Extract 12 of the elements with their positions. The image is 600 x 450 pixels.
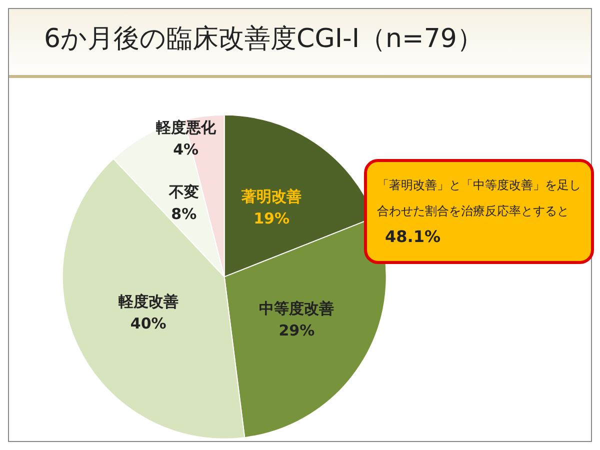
data-label: 8%: [171, 205, 197, 224]
slice-label: 中等度改善: [259, 300, 334, 318]
data-label: 40%: [130, 314, 166, 333]
callout-box: 「著明改善」と「中等度改善」を足し合わせた割合を治療反応率とすると 48.1%: [364, 159, 594, 264]
data-label: 29%: [278, 322, 315, 340]
slice-label: 軽度悪化: [154, 118, 217, 136]
slice-label: 軽度改善: [117, 292, 178, 311]
slice-label: 著明改善: [240, 187, 302, 206]
slice-label: 不変: [168, 183, 199, 202]
chart-title: 6か月後の臨床改善度CGI-I（n=79）: [44, 24, 483, 54]
data-label: 4%: [173, 140, 199, 158]
data-label: 19%: [254, 209, 290, 228]
